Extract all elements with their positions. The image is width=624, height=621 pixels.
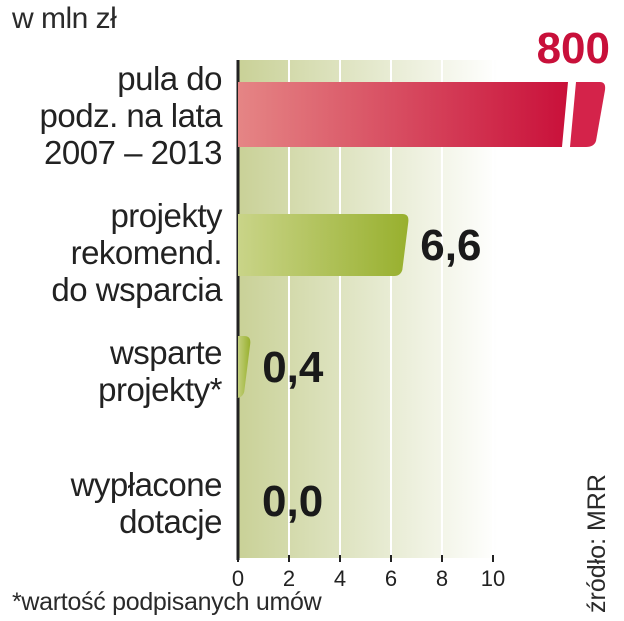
value-label-1: 6,6 [420, 221, 481, 270]
value-label-3: 0,0 [262, 477, 323, 526]
category-label-pula: pula do podz. na lata 2007 – 2013 [39, 60, 223, 171]
tick-label-4: 4 [334, 566, 346, 591]
source-label: źródło: MRR [583, 474, 611, 613]
bars [236, 82, 606, 398]
unit-label: w mln zł [12, 2, 117, 35]
bar-0 [238, 82, 568, 147]
category-label-wyplacone-dotacje: wypłacone dotacje [70, 466, 223, 540]
footnote: *wartość podpisanych umów [12, 588, 322, 616]
tick-label-6: 6 [385, 566, 397, 591]
bar-2 [236, 336, 251, 398]
bar-0-break-tip [570, 82, 606, 147]
tick-label-8: 8 [436, 566, 448, 591]
value-labels: 800 6,6 0,4 0,0 [262, 24, 610, 526]
tick-label-0: 0 [232, 566, 244, 591]
value-label-2: 0,4 [262, 343, 324, 392]
category-label-projekty-rekomend: projekty rekomend. do wsparcia [51, 197, 222, 308]
category-label-wsparte-projekty: wsparte projekty* [98, 334, 222, 408]
x-axis-ticks: 0 2 4 6 8 10 [232, 555, 505, 591]
bar-1 [238, 214, 409, 276]
value-label-0: 800 [537, 24, 610, 73]
tick-label-10: 10 [481, 566, 505, 591]
tick-label-2: 2 [283, 566, 295, 591]
